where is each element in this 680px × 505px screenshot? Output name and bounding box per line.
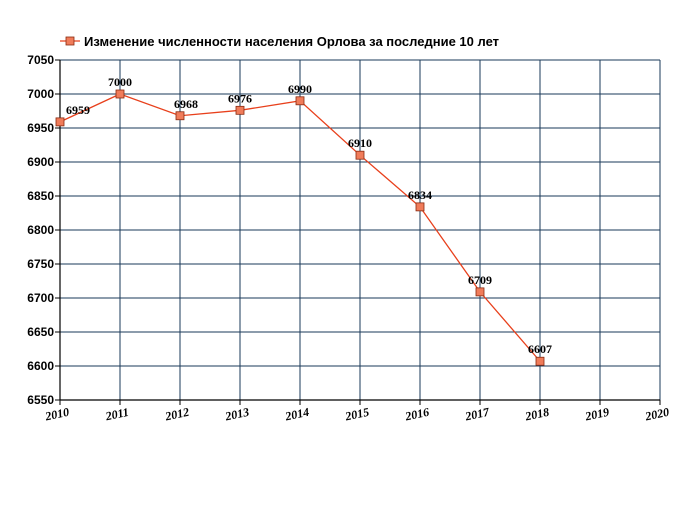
axes <box>55 59 661 405</box>
grid <box>59 59 661 401</box>
y-tick-label: 6600 <box>27 359 54 373</box>
x-tick-label: 2019 <box>583 405 610 424</box>
data-label: 6709 <box>468 273 492 287</box>
data-point <box>475 287 485 297</box>
y-tick-label: 6850 <box>27 189 54 203</box>
y-tick-label: 6800 <box>27 223 54 237</box>
y-tick-label: 6650 <box>27 325 54 339</box>
data-label: 6976 <box>228 91 252 105</box>
legend: Изменение численности населения Орлова з… <box>60 34 499 49</box>
data-point <box>175 111 185 121</box>
x-tick-label: 2015 <box>343 405 370 424</box>
x-tick-label: 2014 <box>283 405 310 424</box>
y-tick-label: 6700 <box>27 291 54 305</box>
data-point <box>415 202 425 212</box>
x-tick-label: 2013 <box>223 405 250 424</box>
data-label: 6959 <box>66 103 90 117</box>
x-tick-label: 2012 <box>163 405 190 424</box>
x-tick-label: 2016 <box>403 405 430 424</box>
legend-marker-swatch <box>65 36 75 46</box>
data-label: 6607 <box>528 342 552 356</box>
data-labels: 6959 7000 6968 6976 6990 6910 6834 6709 6607 <box>66 75 552 356</box>
y-tick-label: 7050 <box>27 53 54 67</box>
data-label: 6968 <box>174 97 198 111</box>
data-point <box>535 356 545 366</box>
x-tick-label: 2017 <box>463 405 491 424</box>
data-point <box>355 150 365 160</box>
x-tick-label: 2010 <box>43 405 70 424</box>
y-tick-labels: 7050 7000 6950 6900 6850 6800 6750 6700 6650 6600… <box>27 53 54 407</box>
x-tick-label: 2020 <box>643 405 670 424</box>
y-tick-label: 7000 <box>27 87 54 101</box>
data-point <box>115 89 125 99</box>
y-tick-label: 6900 <box>27 155 54 169</box>
y-tick-label: 6750 <box>27 257 54 271</box>
y-tick-label: 6550 <box>27 393 54 407</box>
legend-entry-label: Изменение численности населения Орлова з… <box>84 34 499 49</box>
data-point <box>235 105 245 115</box>
y-tick-label: 6950 <box>27 121 54 135</box>
x-tick-labels: 2010 2011 2012 2013 2014 2015 2016 2017 2018 2019… <box>43 405 670 424</box>
data-label: 6990 <box>288 82 312 96</box>
data-label: 6910 <box>348 136 372 150</box>
x-tick-label: 2018 <box>523 405 550 424</box>
x-tick-label: 2011 <box>103 405 130 424</box>
data-point <box>295 96 305 106</box>
data-label: 7000 <box>108 75 132 89</box>
series-markers <box>55 89 545 366</box>
data-point <box>55 117 65 127</box>
data-label: 6834 <box>408 188 432 202</box>
